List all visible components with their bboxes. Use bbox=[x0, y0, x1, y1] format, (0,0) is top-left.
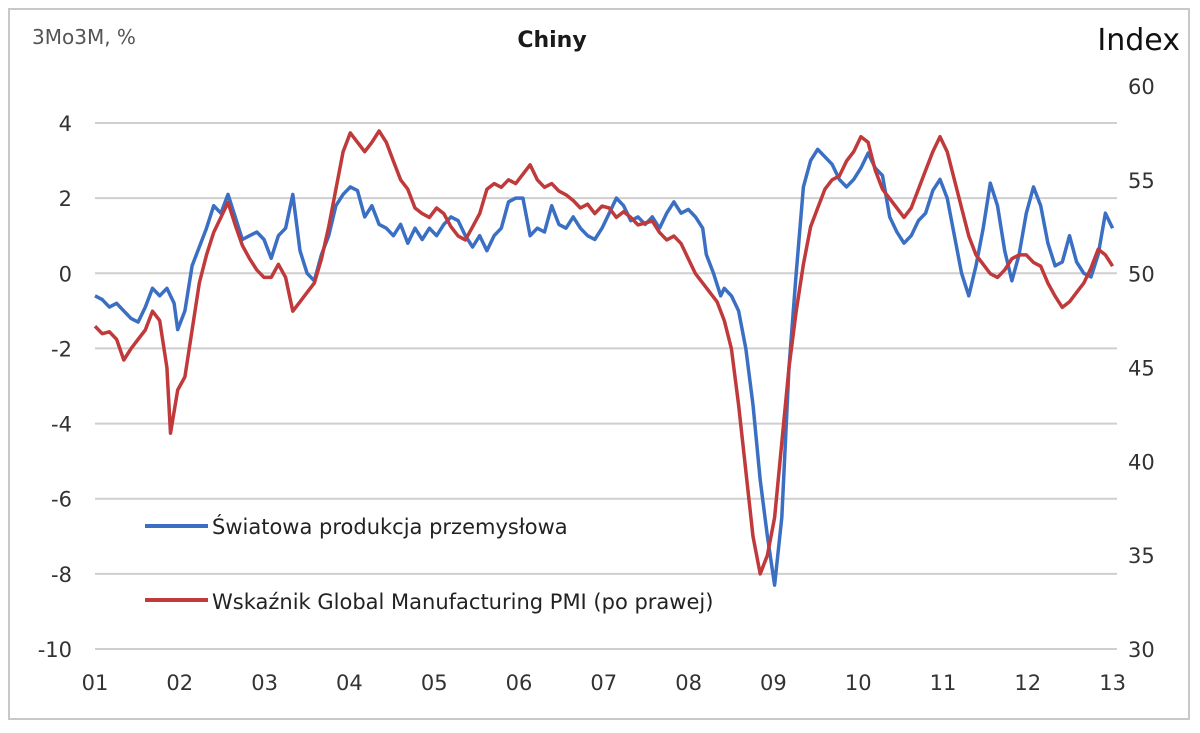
series-line-pmi bbox=[93, 129, 1115, 576]
legend-label-industrial-production: Światowa produkcja przemysłowa bbox=[212, 514, 568, 539]
y-right-tick-label: 60 bbox=[1128, 75, 1155, 99]
legend: Światowa produkcja przemysłowa Wskaźnik … bbox=[145, 514, 713, 614]
legend-label-pmi: Wskaźnik Global Manufacturing PMI (po pr… bbox=[212, 590, 713, 614]
y-left-tick-label: 0 bbox=[59, 262, 72, 286]
y-right-tick-label: 45 bbox=[1128, 357, 1155, 381]
y-left-tick-label: -6 bbox=[51, 488, 72, 512]
y-left-tick-label: -2 bbox=[51, 337, 72, 361]
y-right-tick-label: 30 bbox=[1128, 638, 1155, 662]
chart-title: Chiny bbox=[517, 28, 586, 53]
x-tick-label: 07 bbox=[590, 671, 617, 695]
y-left-tick-label: -8 bbox=[51, 563, 72, 587]
x-tick-label: 01 bbox=[82, 671, 109, 695]
y-right-tick-label: 40 bbox=[1128, 450, 1155, 474]
x-tick-label: 04 bbox=[336, 671, 363, 695]
y-left-tick-label: -4 bbox=[51, 413, 72, 437]
right-axis-label: Index bbox=[1097, 23, 1180, 58]
x-tick-label: 03 bbox=[251, 671, 278, 695]
x-tick-label: 11 bbox=[930, 671, 957, 695]
x-tick-label: 12 bbox=[1014, 671, 1041, 695]
x-tick-label: 02 bbox=[166, 671, 193, 695]
x-tick-label: 10 bbox=[845, 671, 872, 695]
y-right-tick-label: 55 bbox=[1128, 169, 1155, 193]
y-left-tick-label: -10 bbox=[38, 638, 72, 662]
gridlines bbox=[95, 122, 1117, 650]
data-series bbox=[93, 129, 1115, 587]
y-left-tick-label: 4 bbox=[59, 112, 72, 136]
x-tick-label: 13 bbox=[1099, 671, 1126, 695]
y-left-tick-label: 2 bbox=[59, 187, 72, 211]
x-tick-label: 05 bbox=[421, 671, 448, 695]
x-tick-label: 08 bbox=[675, 671, 702, 695]
left-axis-label: 3Mo3M, % bbox=[32, 25, 136, 49]
y-right-tick-label: 50 bbox=[1128, 263, 1155, 287]
x-tick-label: 06 bbox=[506, 671, 533, 695]
y-right-tick-label: 35 bbox=[1128, 544, 1155, 568]
x-tick-label: 09 bbox=[760, 671, 787, 695]
series-line-industrial-production bbox=[94, 147, 1115, 587]
tick-labels: 4 2 0 -2 -4 -6 -8 -10 60 55 50 45 40 35 30 01 02 03 04 05 06… bbox=[38, 75, 1155, 695]
